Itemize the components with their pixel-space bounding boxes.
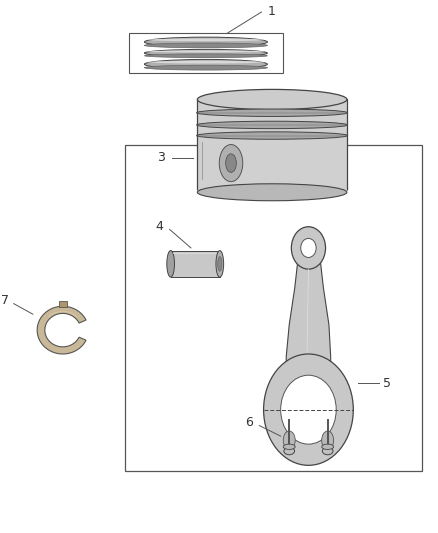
Ellipse shape bbox=[264, 354, 353, 465]
Ellipse shape bbox=[301, 238, 316, 257]
Bar bbox=[125, 144, 422, 471]
Ellipse shape bbox=[321, 431, 334, 449]
Ellipse shape bbox=[145, 65, 268, 70]
Bar bbox=[59, 301, 67, 307]
Text: 4: 4 bbox=[155, 220, 163, 233]
Text: 6: 6 bbox=[245, 416, 253, 430]
Ellipse shape bbox=[216, 251, 224, 277]
Ellipse shape bbox=[148, 51, 265, 53]
Ellipse shape bbox=[219, 144, 243, 182]
Ellipse shape bbox=[283, 431, 295, 449]
Ellipse shape bbox=[291, 227, 325, 269]
Text: 7: 7 bbox=[1, 294, 9, 308]
Ellipse shape bbox=[218, 256, 222, 271]
Ellipse shape bbox=[226, 154, 237, 172]
Text: 3: 3 bbox=[157, 151, 165, 164]
Ellipse shape bbox=[145, 54, 268, 58]
Ellipse shape bbox=[148, 61, 265, 63]
Text: 5: 5 bbox=[383, 377, 391, 390]
Bar bbox=[171, 251, 220, 277]
Ellipse shape bbox=[198, 184, 347, 201]
Ellipse shape bbox=[167, 251, 174, 277]
Polygon shape bbox=[286, 261, 331, 399]
Ellipse shape bbox=[322, 447, 333, 455]
Ellipse shape bbox=[283, 444, 295, 449]
Polygon shape bbox=[37, 306, 86, 354]
Polygon shape bbox=[198, 100, 347, 190]
Ellipse shape bbox=[145, 37, 268, 47]
Ellipse shape bbox=[284, 447, 295, 455]
Ellipse shape bbox=[148, 38, 265, 41]
Ellipse shape bbox=[321, 444, 334, 449]
Ellipse shape bbox=[145, 43, 268, 48]
Ellipse shape bbox=[145, 50, 268, 57]
Ellipse shape bbox=[197, 109, 348, 116]
Ellipse shape bbox=[145, 59, 268, 69]
Bar bbox=[129, 33, 283, 73]
Text: 2: 2 bbox=[219, 122, 226, 135]
Ellipse shape bbox=[281, 375, 336, 444]
Ellipse shape bbox=[197, 132, 348, 139]
Ellipse shape bbox=[197, 121, 348, 128]
Ellipse shape bbox=[198, 90, 347, 110]
Text: 1: 1 bbox=[268, 5, 276, 19]
